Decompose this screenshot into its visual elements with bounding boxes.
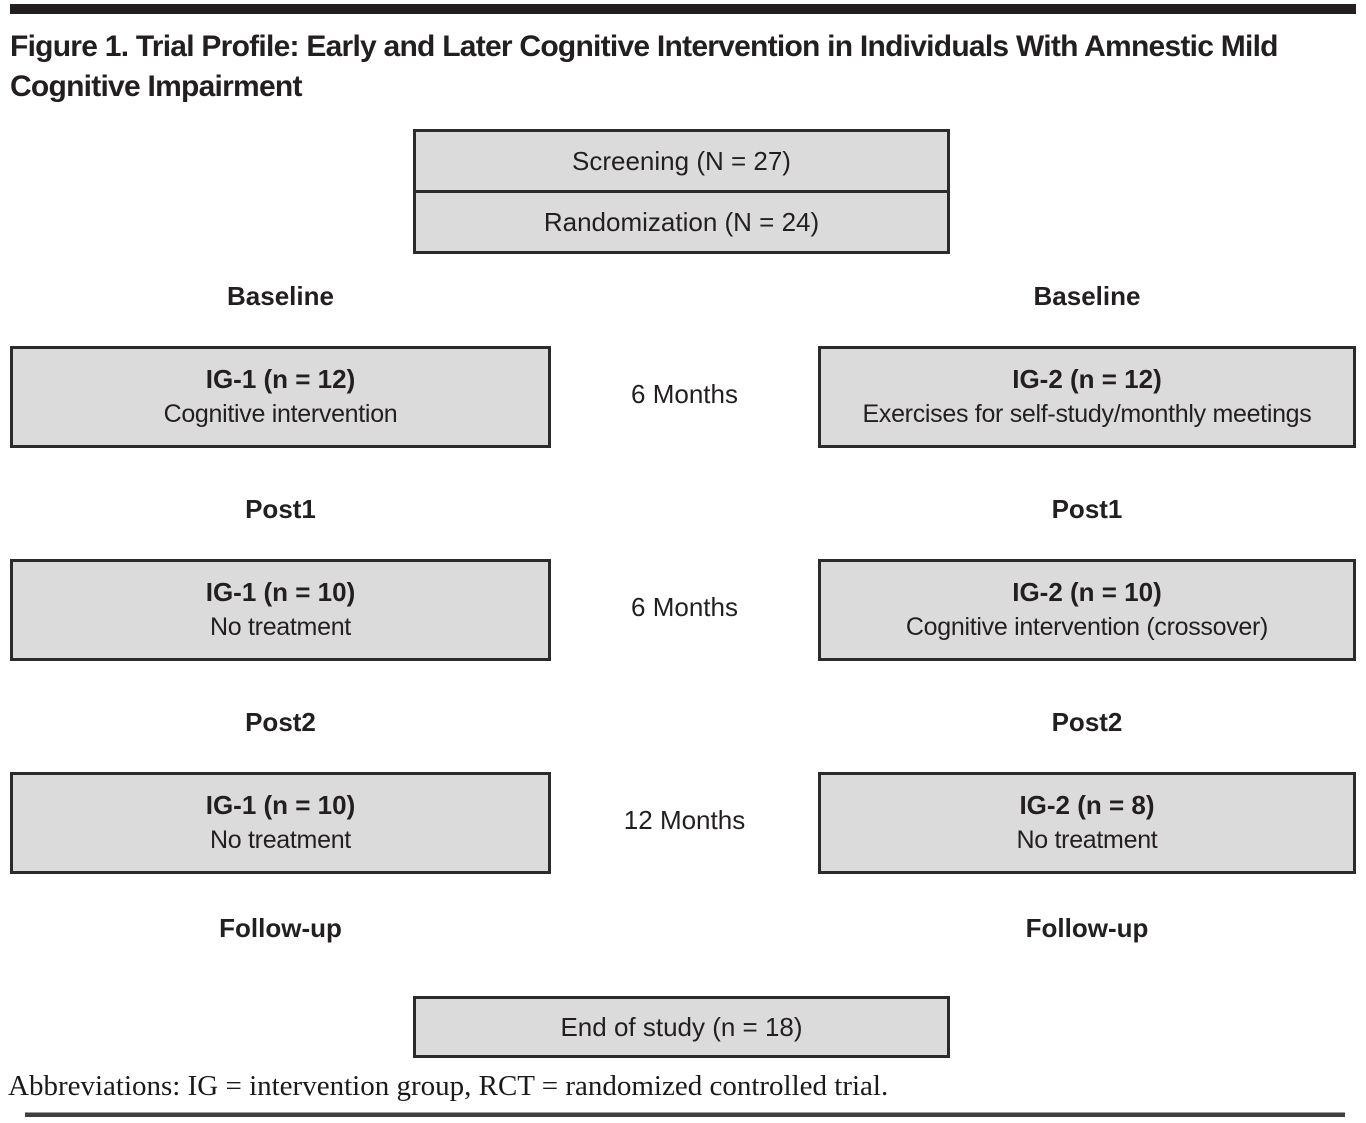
stage-label-post1-left: Post1 <box>245 494 316 524</box>
group-id-label: IG-1 (n = 10) <box>205 577 356 607</box>
stage-label-post2-right: Post2 <box>1051 707 1123 737</box>
figure-title: Figure 1. Trial Profile: Early and Later… <box>10 30 1279 103</box>
treatment-label: No treatment <box>210 613 351 641</box>
stage-label-baseline-left: Baseline <box>227 281 334 311</box>
stage-label-baseline-right: Baseline <box>1033 281 1141 311</box>
end-of-study-box: End of study (n = 18) <box>413 996 950 1058</box>
duration-label-row1: 6 Months <box>631 379 738 409</box>
treatment-label: Exercises for self-study/monthly meeting… <box>862 400 1312 428</box>
stage-label-followup-right: Follow-up <box>1025 913 1149 943</box>
group-id-label: IG-1 (n = 10) <box>205 790 356 820</box>
group-id-label: IG-2 (n = 12) <box>1012 364 1162 394</box>
group-id-label: IG-2 (n = 10) <box>1012 577 1162 607</box>
duration-label-row3: 12 Months <box>623 805 746 835</box>
screening-box: Screening (N = 27) <box>416 132 947 193</box>
group-id-label: IG-2 (n = 8) <box>1019 790 1155 820</box>
group-id-label: IG-1 (n = 12) <box>205 364 356 394</box>
stage-label-post1-right: Post1 <box>1051 494 1123 524</box>
box-ig1-baseline: IG-1 (n = 12) Cognitive intervention <box>10 346 551 448</box>
duration-label-row2: 6 Months <box>631 592 738 622</box>
stage-label-post2-left: Post2 <box>245 707 316 737</box>
figure-footnote: Abbreviations: IG = intervention group, … <box>8 1070 889 1102</box>
treatment-label: No treatment <box>1016 826 1158 854</box>
stage-label-followup-left: Follow-up <box>219 913 342 943</box>
randomization-box: Randomization (N = 24) <box>543 206 820 237</box>
treatment-label: No treatment <box>210 826 351 854</box>
treatment-label: Cognitive intervention <box>163 400 398 428</box>
box-ig1-post2: IG-1 (n = 10) No treatment <box>10 772 551 874</box>
treatment-label: Cognitive intervention (crossover) <box>905 613 1269 641</box>
box-ig2-baseline: IG-2 (n = 12) Exercises for self-study/m… <box>818 346 1356 448</box>
screening-randomization-group: Screening (N = 27) Randomization (N = 24… <box>413 129 950 254</box>
figure-top-rule <box>10 4 1356 14</box>
figure-bottom-rule <box>25 1112 1345 1117</box>
box-ig1-post1: IG-1 (n = 10) No treatment <box>10 559 551 661</box>
box-ig2-post1: IG-2 (n = 10) Cognitive intervention (cr… <box>818 559 1356 661</box>
box-ig2-post2: IG-2 (n = 8) No treatment <box>818 772 1356 874</box>
